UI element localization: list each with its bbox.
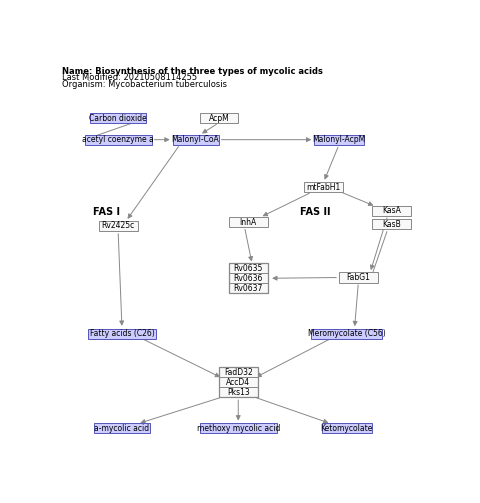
- FancyBboxPatch shape: [339, 273, 378, 283]
- Text: Organism: Mycobacterium tuberculosis: Organism: Mycobacterium tuberculosis: [62, 80, 228, 90]
- Text: Rv0637: Rv0637: [234, 284, 263, 293]
- Text: InhA: InhA: [240, 218, 257, 226]
- Text: Last Modified: 20210508114255: Last Modified: 20210508114255: [62, 73, 197, 82]
- FancyBboxPatch shape: [90, 113, 146, 123]
- Text: Fatty acids (C26): Fatty acids (C26): [90, 329, 155, 338]
- Text: Pks13: Pks13: [227, 388, 250, 397]
- Text: KasA: KasA: [382, 206, 401, 215]
- FancyBboxPatch shape: [219, 387, 258, 397]
- FancyBboxPatch shape: [99, 221, 137, 231]
- Text: AcpM: AcpM: [208, 114, 229, 123]
- FancyBboxPatch shape: [322, 424, 372, 434]
- FancyBboxPatch shape: [372, 206, 411, 215]
- FancyBboxPatch shape: [312, 328, 382, 339]
- FancyBboxPatch shape: [219, 377, 258, 387]
- Text: AccD4: AccD4: [226, 378, 250, 387]
- FancyBboxPatch shape: [229, 263, 268, 273]
- FancyBboxPatch shape: [94, 424, 150, 434]
- Text: Carbon dioxide: Carbon dioxide: [89, 114, 147, 123]
- FancyBboxPatch shape: [84, 135, 152, 145]
- Text: Rv0636: Rv0636: [234, 274, 263, 283]
- Text: FabG1: FabG1: [347, 273, 370, 282]
- Text: FAS II: FAS II: [300, 207, 331, 217]
- FancyBboxPatch shape: [314, 135, 364, 145]
- FancyBboxPatch shape: [229, 283, 268, 293]
- Text: KasB: KasB: [383, 220, 401, 229]
- Text: FAS I: FAS I: [93, 207, 120, 217]
- FancyBboxPatch shape: [88, 328, 156, 339]
- Text: Malonyl-AcpM: Malonyl-AcpM: [312, 135, 366, 144]
- FancyBboxPatch shape: [372, 219, 411, 229]
- Text: FadD32: FadD32: [224, 368, 252, 377]
- Text: Rv0635: Rv0635: [234, 264, 263, 273]
- Text: mtFabH1: mtFabH1: [306, 183, 341, 192]
- FancyBboxPatch shape: [229, 273, 268, 283]
- FancyBboxPatch shape: [219, 367, 258, 377]
- Text: a-mycolic acid: a-mycolic acid: [95, 424, 150, 433]
- Text: methoxy mycolic acid: methoxy mycolic acid: [197, 424, 280, 433]
- Text: Malonyl-CoA: Malonyl-CoA: [172, 135, 219, 144]
- FancyBboxPatch shape: [200, 424, 277, 434]
- Text: Rv2425c: Rv2425c: [101, 221, 135, 230]
- FancyBboxPatch shape: [304, 183, 343, 193]
- Text: Meromycolate (C56): Meromycolate (C56): [308, 329, 385, 338]
- Text: Name: Biosynthesis of the three types of mycolic acids: Name: Biosynthesis of the three types of…: [62, 66, 323, 75]
- Text: acetyl coenzyme a: acetyl coenzyme a: [82, 135, 154, 144]
- FancyBboxPatch shape: [173, 135, 219, 145]
- FancyBboxPatch shape: [229, 217, 268, 227]
- Text: Ketomycolate: Ketomycolate: [321, 424, 373, 433]
- FancyBboxPatch shape: [200, 113, 238, 123]
